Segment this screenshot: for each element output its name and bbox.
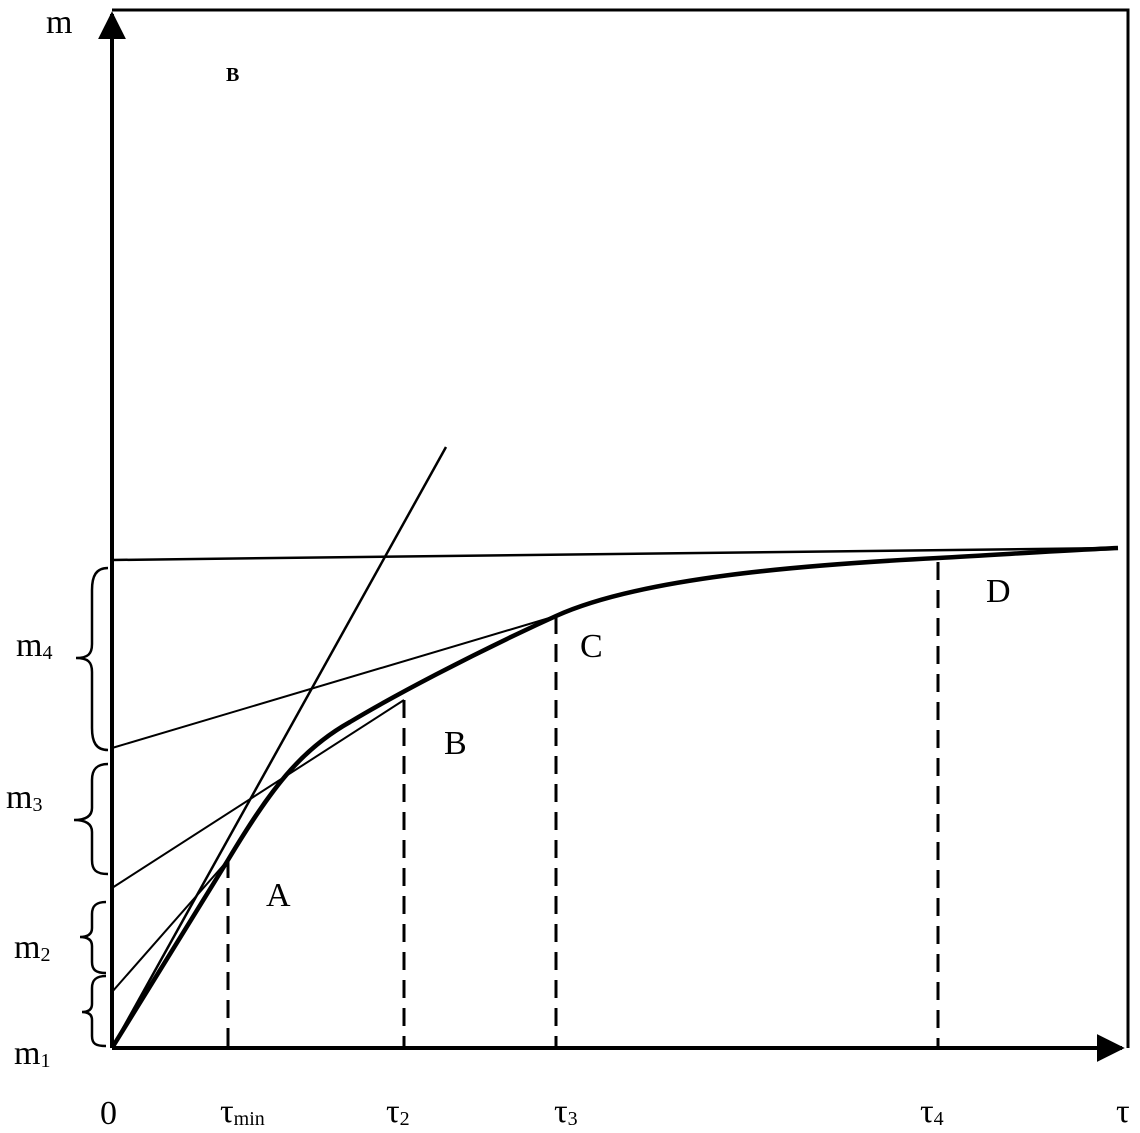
bracket-label-m4: m4 (16, 627, 52, 664)
tangent-line-b (111, 699, 405, 889)
asymptote-line (111, 546, 1119, 562)
tangent-line-a (111, 859, 229, 993)
bracket-label-m2: m2 (14, 929, 50, 966)
origin-label: 0 (100, 1095, 117, 1132)
point-label-d: D (986, 573, 1011, 610)
point-label-a: A (266, 877, 291, 914)
corner-mark: B (226, 64, 239, 86)
tick-label-t3: τ3 (554, 1093, 578, 1130)
brace-m1 (81, 974, 107, 1048)
growth-curve (110, 545, 1119, 1050)
tick-label-t2: τ2 (386, 1093, 410, 1130)
bracket-label-m1: m1 (14, 1035, 50, 1072)
bracket-label-m3: m3 (6, 779, 42, 816)
tangent-line-origin (110, 446, 448, 1049)
point-label-b: B (444, 725, 467, 762)
frame-border (112, 8, 1130, 1048)
x-axis-label: τ (1116, 1093, 1130, 1130)
tick-label-tmin: τmin (220, 1093, 265, 1130)
brace-m3 (73, 762, 109, 876)
tick-label-t4: τ4 (920, 1093, 944, 1130)
point-label-c: C (580, 628, 603, 665)
y-axis-label: m (46, 4, 72, 41)
tangent-line-c (111, 615, 557, 749)
brace-m4 (75, 566, 109, 752)
brace-m2 (79, 900, 107, 975)
